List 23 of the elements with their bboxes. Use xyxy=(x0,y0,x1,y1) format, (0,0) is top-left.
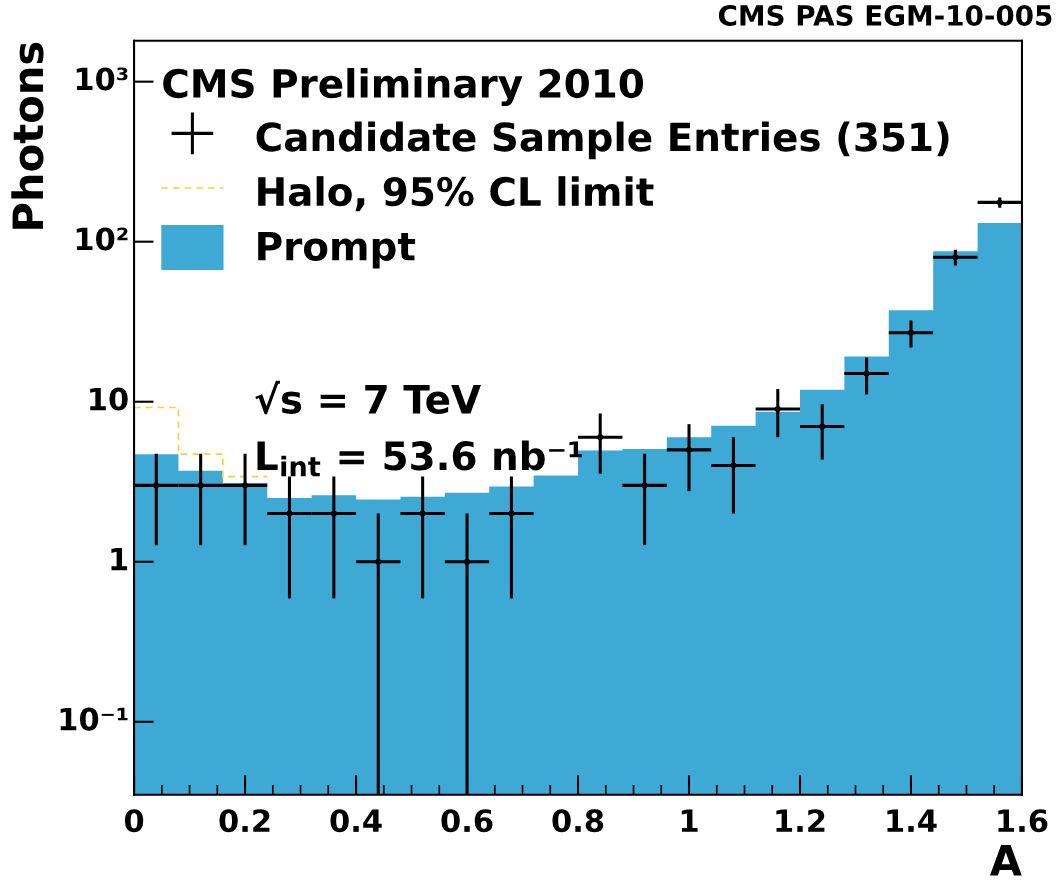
annotation: L$_{int}$ = 53.6 nb⁻¹ xyxy=(257,440,582,477)
x-tick-label: 0.8 xyxy=(552,809,604,833)
annotation: √s = 7 TeV xyxy=(255,380,481,415)
x-tick-label: 0.4 xyxy=(330,809,382,833)
x-tick-label: 1.4 xyxy=(887,809,937,832)
x-tick-label: 1.6 xyxy=(998,809,1048,833)
x-tick-label: 1 xyxy=(681,809,698,832)
x-tick-label: 1.2 xyxy=(776,809,825,832)
y-tick-label: 10⁻¹ xyxy=(60,707,128,731)
x-tick-label: 0 xyxy=(124,809,144,833)
x-tick-label: 0.6 xyxy=(441,809,493,833)
legend-label: Candidate Sample Entries (351) xyxy=(256,121,949,160)
legend-label: Halo, 95% CL limit xyxy=(258,176,654,212)
x-axis-title: A xyxy=(989,845,1022,876)
y-tick-label: 10 xyxy=(90,387,128,411)
y-tick-label: 10² xyxy=(76,227,128,251)
text: CMS PAS EGM-10-005 xyxy=(718,4,1052,26)
legend-title: CMS Preliminary 2010 xyxy=(163,68,644,106)
legend-label: Prompt xyxy=(258,232,416,269)
x-tick-label: 0.2 xyxy=(219,809,270,833)
y-tick-label: 1 xyxy=(111,547,128,571)
y-tick-label: 10³ xyxy=(76,67,128,91)
y-axis-title: Photons xyxy=(11,42,44,229)
